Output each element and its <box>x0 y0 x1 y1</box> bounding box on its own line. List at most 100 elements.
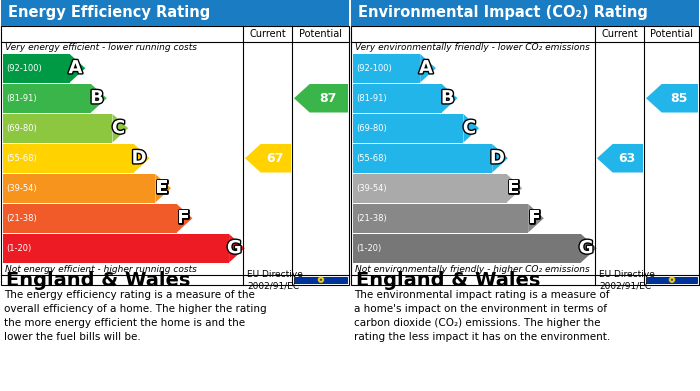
Text: ★: ★ <box>668 280 673 283</box>
Bar <box>351 26 699 285</box>
Text: England & Wales: England & Wales <box>356 271 540 289</box>
Text: (21-38): (21-38) <box>356 214 386 223</box>
Text: EU Directive
2002/91/EC: EU Directive 2002/91/EC <box>247 270 303 290</box>
Text: Not energy efficient - higher running costs: Not energy efficient - higher running co… <box>5 264 197 273</box>
Bar <box>294 277 347 283</box>
Text: ★: ★ <box>668 279 672 283</box>
Bar <box>1 26 349 285</box>
Text: (81-91): (81-91) <box>356 94 386 103</box>
Text: B: B <box>441 89 454 107</box>
Text: G: G <box>227 239 242 257</box>
Text: ★: ★ <box>671 276 674 280</box>
Text: E: E <box>155 179 168 197</box>
Text: (21-38): (21-38) <box>6 214 36 223</box>
Text: EU Directive
2002/91/EC: EU Directive 2002/91/EC <box>599 270 655 290</box>
Text: ★: ★ <box>318 280 323 284</box>
Text: E: E <box>507 179 519 197</box>
Text: G: G <box>579 239 594 257</box>
Text: 67: 67 <box>267 152 284 165</box>
Text: The environmental impact rating is a measure of
a home's impact on the environme: The environmental impact rating is a mea… <box>354 290 610 342</box>
Text: ★: ★ <box>670 280 673 284</box>
Text: (92-100): (92-100) <box>356 64 392 73</box>
Text: (39-54): (39-54) <box>356 184 386 193</box>
Text: (81-91): (81-91) <box>6 94 36 103</box>
Bar <box>3 204 176 233</box>
Bar <box>3 234 229 262</box>
Bar <box>1 0 349 26</box>
Text: ★: ★ <box>671 277 675 281</box>
Bar <box>353 174 507 203</box>
Text: A: A <box>69 59 83 77</box>
Text: ★: ★ <box>316 278 321 282</box>
Polygon shape <box>442 84 458 113</box>
Text: ★: ★ <box>319 280 323 283</box>
Text: 85: 85 <box>671 92 688 105</box>
Text: ★: ★ <box>318 276 323 280</box>
Text: ★: ★ <box>318 276 321 280</box>
Text: 63: 63 <box>619 152 636 165</box>
Text: Not environmentally friendly - higher CO₂ emissions: Not environmentally friendly - higher CO… <box>355 264 589 273</box>
Polygon shape <box>294 84 348 113</box>
Text: (69-80): (69-80) <box>356 124 386 133</box>
Polygon shape <box>229 234 245 262</box>
Text: Very energy efficient - lower running costs: Very energy efficient - lower running co… <box>5 43 197 52</box>
Bar <box>353 204 528 233</box>
Polygon shape <box>597 144 643 172</box>
Text: ★: ★ <box>319 276 323 280</box>
Polygon shape <box>91 84 106 113</box>
Text: F: F <box>528 209 541 227</box>
Bar <box>646 277 697 283</box>
Polygon shape <box>420 54 436 83</box>
Text: ★: ★ <box>668 276 673 280</box>
Text: Current: Current <box>601 29 638 39</box>
Bar <box>353 54 420 83</box>
Text: Potential: Potential <box>650 29 693 39</box>
Text: ★: ★ <box>320 277 324 281</box>
Polygon shape <box>155 174 171 203</box>
Polygon shape <box>528 204 544 233</box>
Text: B: B <box>90 89 104 107</box>
Bar <box>351 0 699 26</box>
Text: Current: Current <box>249 29 286 39</box>
Text: (55-68): (55-68) <box>356 154 386 163</box>
Bar <box>3 174 155 203</box>
Text: D: D <box>490 149 505 167</box>
Bar <box>353 234 581 262</box>
Bar <box>3 144 134 172</box>
Text: ★: ★ <box>317 277 321 281</box>
Polygon shape <box>646 84 698 113</box>
Bar <box>3 84 91 113</box>
Text: A: A <box>419 59 433 77</box>
Bar <box>3 54 69 83</box>
Bar <box>353 84 442 113</box>
Text: England & Wales: England & Wales <box>6 271 190 289</box>
Text: F: F <box>177 209 190 227</box>
Polygon shape <box>134 144 150 172</box>
Text: (69-80): (69-80) <box>6 124 36 133</box>
Polygon shape <box>492 144 508 172</box>
Text: C: C <box>463 119 476 137</box>
Bar <box>353 144 492 172</box>
Text: (1-20): (1-20) <box>356 244 382 253</box>
Text: (92-100): (92-100) <box>6 64 42 73</box>
Text: D: D <box>132 149 146 167</box>
Text: ★: ★ <box>671 280 674 283</box>
Text: ★: ★ <box>320 279 324 283</box>
Text: (55-68): (55-68) <box>6 154 36 163</box>
Text: ★: ★ <box>670 276 673 280</box>
Polygon shape <box>581 234 596 262</box>
Text: C: C <box>112 119 125 137</box>
Text: ★: ★ <box>671 278 676 282</box>
Text: Energy Efficiency Rating: Energy Efficiency Rating <box>8 5 210 20</box>
Text: ★: ★ <box>317 279 321 283</box>
Text: ★: ★ <box>668 278 671 282</box>
Text: Potential: Potential <box>299 29 342 39</box>
Polygon shape <box>507 174 522 203</box>
Bar <box>3 114 113 142</box>
Text: (1-20): (1-20) <box>6 244 32 253</box>
Polygon shape <box>113 114 128 142</box>
Bar <box>353 114 463 142</box>
Text: 87: 87 <box>320 92 337 105</box>
Text: (39-54): (39-54) <box>6 184 36 193</box>
Text: Environmental Impact (CO₂) Rating: Environmental Impact (CO₂) Rating <box>358 5 648 20</box>
